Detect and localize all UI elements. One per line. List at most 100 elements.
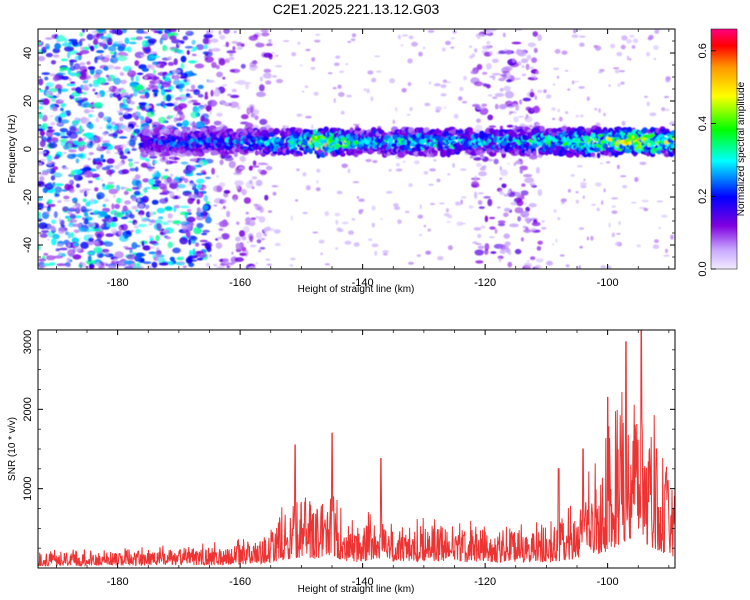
heatmap-noise-cell [234,257,244,262]
heatmap-noise-cell [148,54,155,61]
heatmap-noise-cell [537,240,543,245]
spectrogram-x-axis-label: Height of straight line (km) [298,284,415,295]
heatmap-noise-cell [151,261,158,269]
heatmap-noise-cell [204,241,213,249]
heatmap-noise-cell [478,192,484,195]
heatmap-noise-cell [73,229,80,234]
spectrogram-panel: -180 -160 -140 -120 -100 -40 -20 0 20 40 Height … [7,28,676,295]
heatmap-noise-cell [470,70,477,75]
heatmap-noise-cell [169,256,175,261]
heatmap-noise-cell [483,196,491,199]
heatmap-band-cell [316,152,321,159]
heatmap-noise-cell [382,252,388,256]
heatmap-noise-cell [213,204,218,207]
heatmap-noise-cell [99,136,104,141]
heatmap-noise-cell [82,198,87,203]
heatmap-noise-cell [54,183,64,187]
heatmap-noise-cell [222,76,226,80]
heatmap-noise-cell [493,158,499,165]
heatmap-noise-cell [60,58,68,62]
heatmap-noise-cell [260,29,269,33]
heatmap-noise-cell [121,187,128,189]
heatmap-noise-cell [599,162,604,165]
heatmap-noise-cell [48,87,58,93]
heatmap-noise-cell [179,87,183,92]
heatmap-noise-cell [213,263,218,267]
heatmap-noise-cell [353,242,360,247]
heatmap-noise-cell [94,157,104,162]
heatmap-noise-cell [183,228,187,232]
heatmap-noise-cell [565,264,570,268]
heatmap-noise-cell [51,219,56,224]
heatmap-noise-cell [38,151,44,155]
heatmap-noise-cell [453,113,459,119]
heatmap-noise-cell [165,156,168,161]
heatmap-noise-cell [83,171,94,178]
heatmap-noise-cell [406,113,411,116]
heatmap-noise-cell [128,107,133,112]
heatmap-noise-cell [141,219,148,223]
heatmap-noise-cell [139,115,145,121]
heatmap-noise-cell [151,199,159,205]
heatmap-noise-cell [38,244,41,251]
heatmap-noise-cell [227,93,232,96]
heatmap-noise-cell [398,34,401,40]
heatmap-noise-cell [290,215,293,221]
heatmap-noise-cell [224,58,230,63]
heatmap-noise-cell [122,29,127,34]
heatmap-noise-cell [461,101,468,104]
heatmap-noise-cell [87,157,91,161]
heatmap-noise-cell [149,240,158,245]
heatmap-noise-cell [261,237,265,241]
heatmap-noise-cell [93,246,103,254]
heatmap-noise-cell [195,44,205,51]
heatmap-noise-cell [138,102,148,106]
heatmap-noise-cell [338,92,345,97]
heatmap-noise-cell [185,257,193,264]
heatmap-noise-cell [486,84,491,89]
heatmap-noise-cell [480,225,486,229]
heatmap-noise-cell [197,93,204,98]
heatmap-noise-cell [576,165,583,168]
heatmap-noise-cell [103,66,109,71]
heatmap-noise-cell [267,72,272,79]
heatmap-noise-cell [497,220,506,224]
heatmap-noise-cell [44,43,50,49]
heatmap-noise-cell [207,99,218,107]
heatmap-noise-cell [401,34,409,37]
heatmap-noise-cell [346,94,352,98]
heatmap-noise-cell [617,164,620,170]
heatmap-noise-cell [231,251,234,255]
heatmap-noise-cell [265,165,273,171]
heatmap-noise-cell [115,129,124,134]
heatmap-noise-cell [180,161,189,165]
heatmap-noise-cell [179,95,186,98]
heatmap-noise-cell [191,157,198,162]
heatmap-noise-cell [132,112,137,118]
heatmap-noise-cell [474,249,484,256]
heatmap-noise-cell [492,75,496,81]
heatmap-noise-cell [519,99,523,105]
heatmap-noise-cell [246,241,249,244]
heatmap-noise-cell [273,229,281,234]
heatmap-noise-cell [56,243,63,247]
heatmap-noise-cell [251,186,255,190]
heatmap-noise-cell [134,60,140,67]
heatmap-noise-cell [39,89,44,93]
heatmap-noise-cell [219,34,226,40]
heatmap-noise-cell [86,192,90,194]
heatmap-noise-cell [65,215,70,219]
x-tick-label: -100 [597,277,619,289]
heatmap-noise-cell [54,42,61,50]
heatmap-noise-cell [63,199,71,202]
heatmap-noise-cell [225,41,229,48]
heatmap-band-cell [564,145,569,150]
heatmap-noise-cell [220,199,227,204]
heatmap-noise-cell [552,83,556,86]
heatmap-noise-cell [176,223,180,226]
heatmap-noise-cell [580,185,587,189]
heatmap-noise-cell [535,166,540,174]
heatmap-noise-cell [527,66,535,70]
heatmap-band-cell [313,129,318,136]
x-tick-label: -120 [474,576,496,588]
